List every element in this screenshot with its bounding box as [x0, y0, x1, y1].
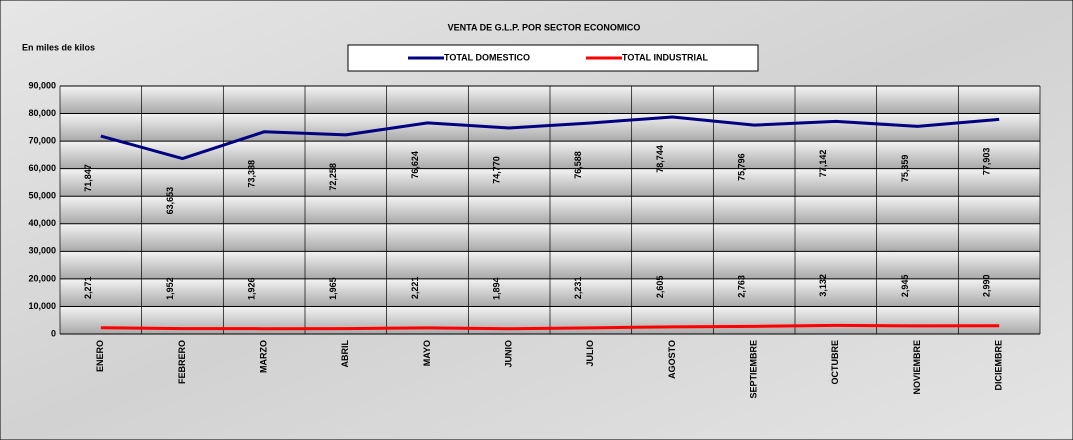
data-label: 1,926 — [247, 277, 257, 300]
y-tick-label: 70,000 — [28, 135, 56, 145]
series-line — [100, 323, 1000, 331]
series-line — [100, 115, 1000, 161]
data-label: 2,271 — [83, 276, 93, 299]
y-tick-label: 30,000 — [28, 246, 56, 256]
x-tick-label: JUNIO — [504, 340, 514, 368]
x-tick-label: AGOSTO — [667, 340, 677, 379]
data-label: 63,653 — [165, 187, 175, 215]
data-label: 74,770 — [492, 156, 502, 184]
y-tick-label: 60,000 — [28, 163, 56, 173]
data-label: 2,605 — [655, 276, 665, 299]
data-label: 3,132 — [818, 274, 828, 297]
x-tick-label: NOVIEMBRE — [912, 340, 922, 395]
data-label: 76,624 — [410, 151, 420, 179]
x-tick-label: MARZO — [259, 340, 269, 373]
x-tick-label: MAYO — [422, 340, 432, 366]
data-label: 1,952 — [165, 277, 175, 300]
y-tick-label: 80,000 — [28, 108, 56, 118]
y-tick-label: 20,000 — [28, 273, 56, 283]
x-tick-label: ABRIL — [340, 340, 350, 368]
data-label: 1,965 — [328, 277, 338, 300]
data-label: 72,258 — [328, 163, 338, 191]
x-tick-label: FEBRERO — [177, 340, 187, 384]
data-label: 76,588 — [573, 151, 583, 179]
y-tick-label: 90,000 — [28, 80, 56, 90]
data-label: 71,847 — [83, 164, 93, 192]
data-label: 2,945 — [900, 275, 910, 298]
y-tick-label: 0 — [51, 328, 56, 338]
data-label: 75,796 — [737, 153, 747, 181]
data-label: 77,142 — [818, 150, 828, 178]
data-label: 2,990 — [982, 274, 992, 297]
x-tick-label: DICIEMBRE — [994, 340, 1004, 391]
chart-title: VENTA DE G.L.P. POR SECTOR ECONOMICO — [448, 22, 641, 32]
x-tick-label: OCTUBRE — [830, 340, 840, 385]
data-label: 75,359 — [900, 155, 910, 183]
y-tick-label: 50,000 — [28, 191, 56, 201]
x-tick-label: JULIO — [585, 340, 595, 367]
data-label: 2,763 — [737, 275, 747, 298]
legend-label: TOTAL DOMESTICO — [444, 52, 530, 62]
y-tick-label: 10,000 — [28, 301, 56, 311]
x-tick-label: ENERO — [95, 340, 105, 372]
data-label: 2,221 — [410, 277, 420, 300]
legend-label: TOTAL INDUSTRIAL — [622, 52, 708, 62]
x-tick-label: SEPTIEMBRE — [749, 340, 759, 399]
y-axis-label: En miles de kilos — [22, 42, 95, 52]
data-label: 73,388 — [247, 160, 257, 188]
data-label: 1,894 — [492, 278, 502, 301]
data-label: 78,744 — [655, 145, 665, 173]
data-label: 2,231 — [573, 277, 583, 300]
y-tick-label: 40,000 — [28, 218, 56, 228]
data-label: 77,903 — [982, 148, 992, 176]
